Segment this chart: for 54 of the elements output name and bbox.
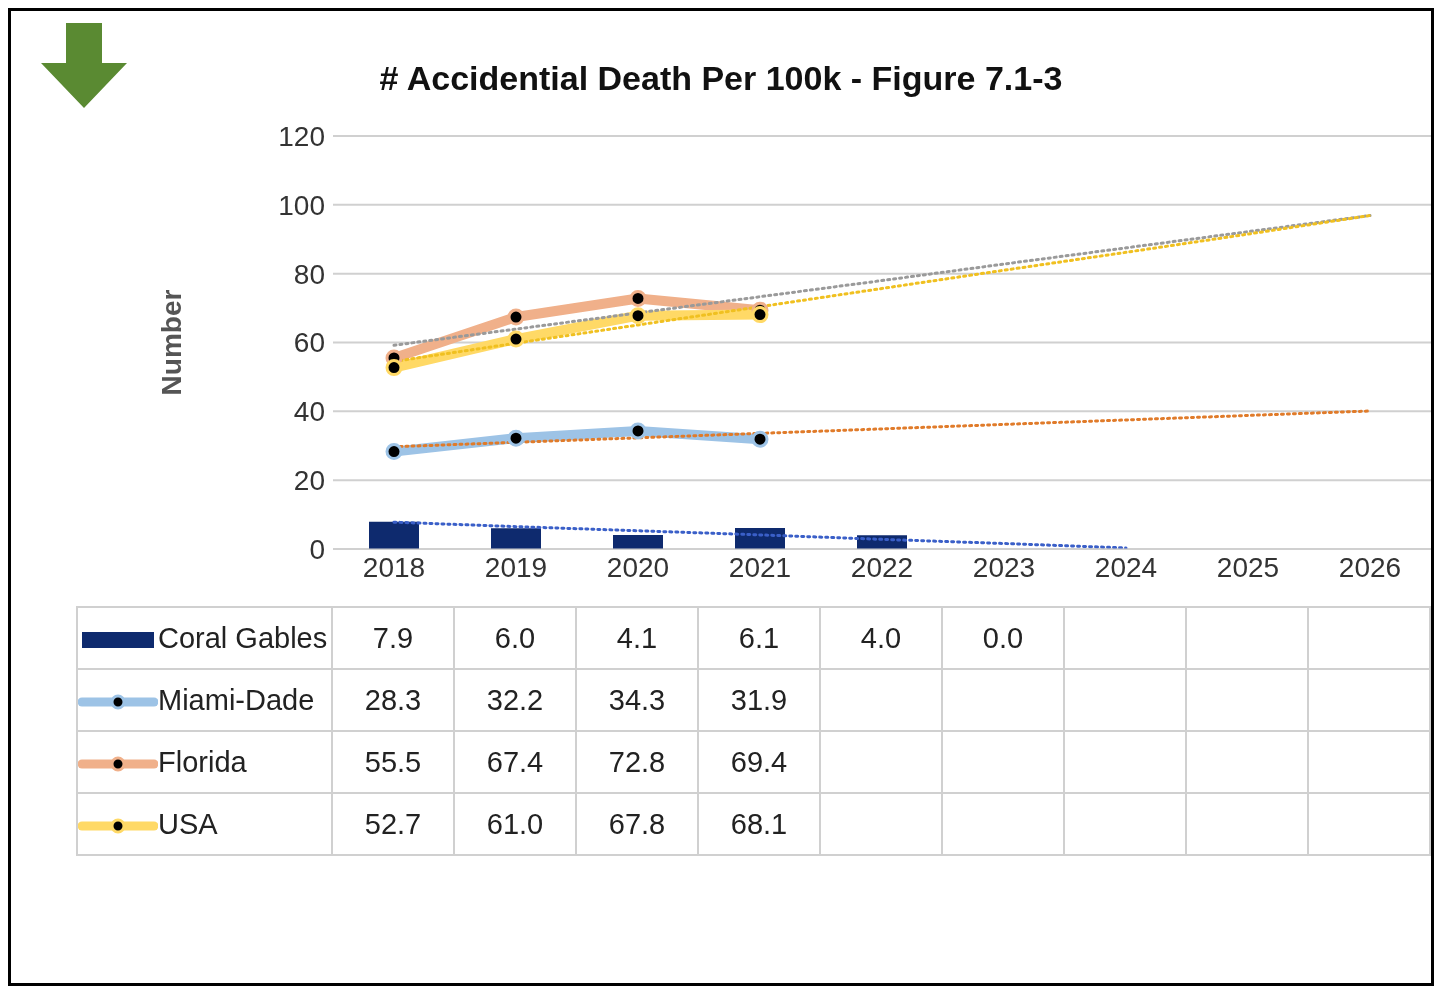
y-tick-label: 20 <box>293 465 325 497</box>
data-label: 6.0 <box>454 607 576 669</box>
data-label: 4.1 <box>576 607 698 669</box>
data-label: 67.4 <box>454 731 576 793</box>
bar <box>491 528 541 549</box>
legend-label: Florida <box>77 731 332 793</box>
x-tick-label: 2021 <box>728 551 792 583</box>
data-label: 52.7 <box>332 793 454 855</box>
point <box>385 359 403 377</box>
data-label: 28.3 <box>332 669 454 731</box>
x-tick-label: 2022 <box>850 551 914 583</box>
legend-label: Coral Gables <box>77 607 332 669</box>
bar <box>369 521 419 549</box>
y-tick-label: 100 <box>278 189 325 221</box>
point <box>507 308 525 326</box>
data-label: 0.0 <box>942 607 1064 669</box>
point <box>629 307 647 325</box>
point <box>507 429 525 447</box>
point <box>629 422 647 440</box>
chart-title: # Accidential Death Per 100k - Figure 7.1-3 <box>378 59 1064 98</box>
point <box>629 289 647 307</box>
data-label: 31.9 <box>698 669 820 731</box>
y-axis-title: Number <box>155 289 187 396</box>
x-tick-label: 2025 <box>1216 551 1280 583</box>
data-label: 7.9 <box>332 607 454 669</box>
x-tick-label: 2019 <box>484 551 548 583</box>
x-tick-label: 2020 <box>606 551 670 583</box>
x-tick-label: 2018 <box>362 551 426 583</box>
data-label: 32.2 <box>454 669 576 731</box>
y-tick-label: 40 <box>293 396 325 428</box>
legend-label: Miami-Dade <box>77 669 332 731</box>
data-label: 69.4 <box>698 731 820 793</box>
data-label: 72.8 <box>576 731 698 793</box>
y-tick-label: 0 <box>309 533 325 565</box>
x-tick-label: 2023 <box>972 551 1036 583</box>
line-series <box>392 520 1128 549</box>
x-tick-label: 2024 <box>1094 551 1158 583</box>
y-tick-label: 60 <box>293 327 325 359</box>
x-tick-label: 2026 <box>1338 551 1402 583</box>
data-label: 67.8 <box>576 793 698 855</box>
data-label: 4.0 <box>820 607 942 669</box>
point <box>507 330 525 348</box>
point <box>751 306 769 324</box>
data-label: 34.3 <box>576 669 698 731</box>
data-label: 61.0 <box>454 793 576 855</box>
y-tick-label: 80 <box>293 258 325 290</box>
data-label: 6.1 <box>698 607 820 669</box>
y-tick-label: 120 <box>278 120 325 152</box>
point <box>751 430 769 448</box>
legend-label: USA <box>77 793 332 855</box>
bar <box>613 534 663 549</box>
data-label: 68.1 <box>698 793 820 855</box>
point <box>385 443 403 461</box>
data-label: 55.5 <box>332 731 454 793</box>
